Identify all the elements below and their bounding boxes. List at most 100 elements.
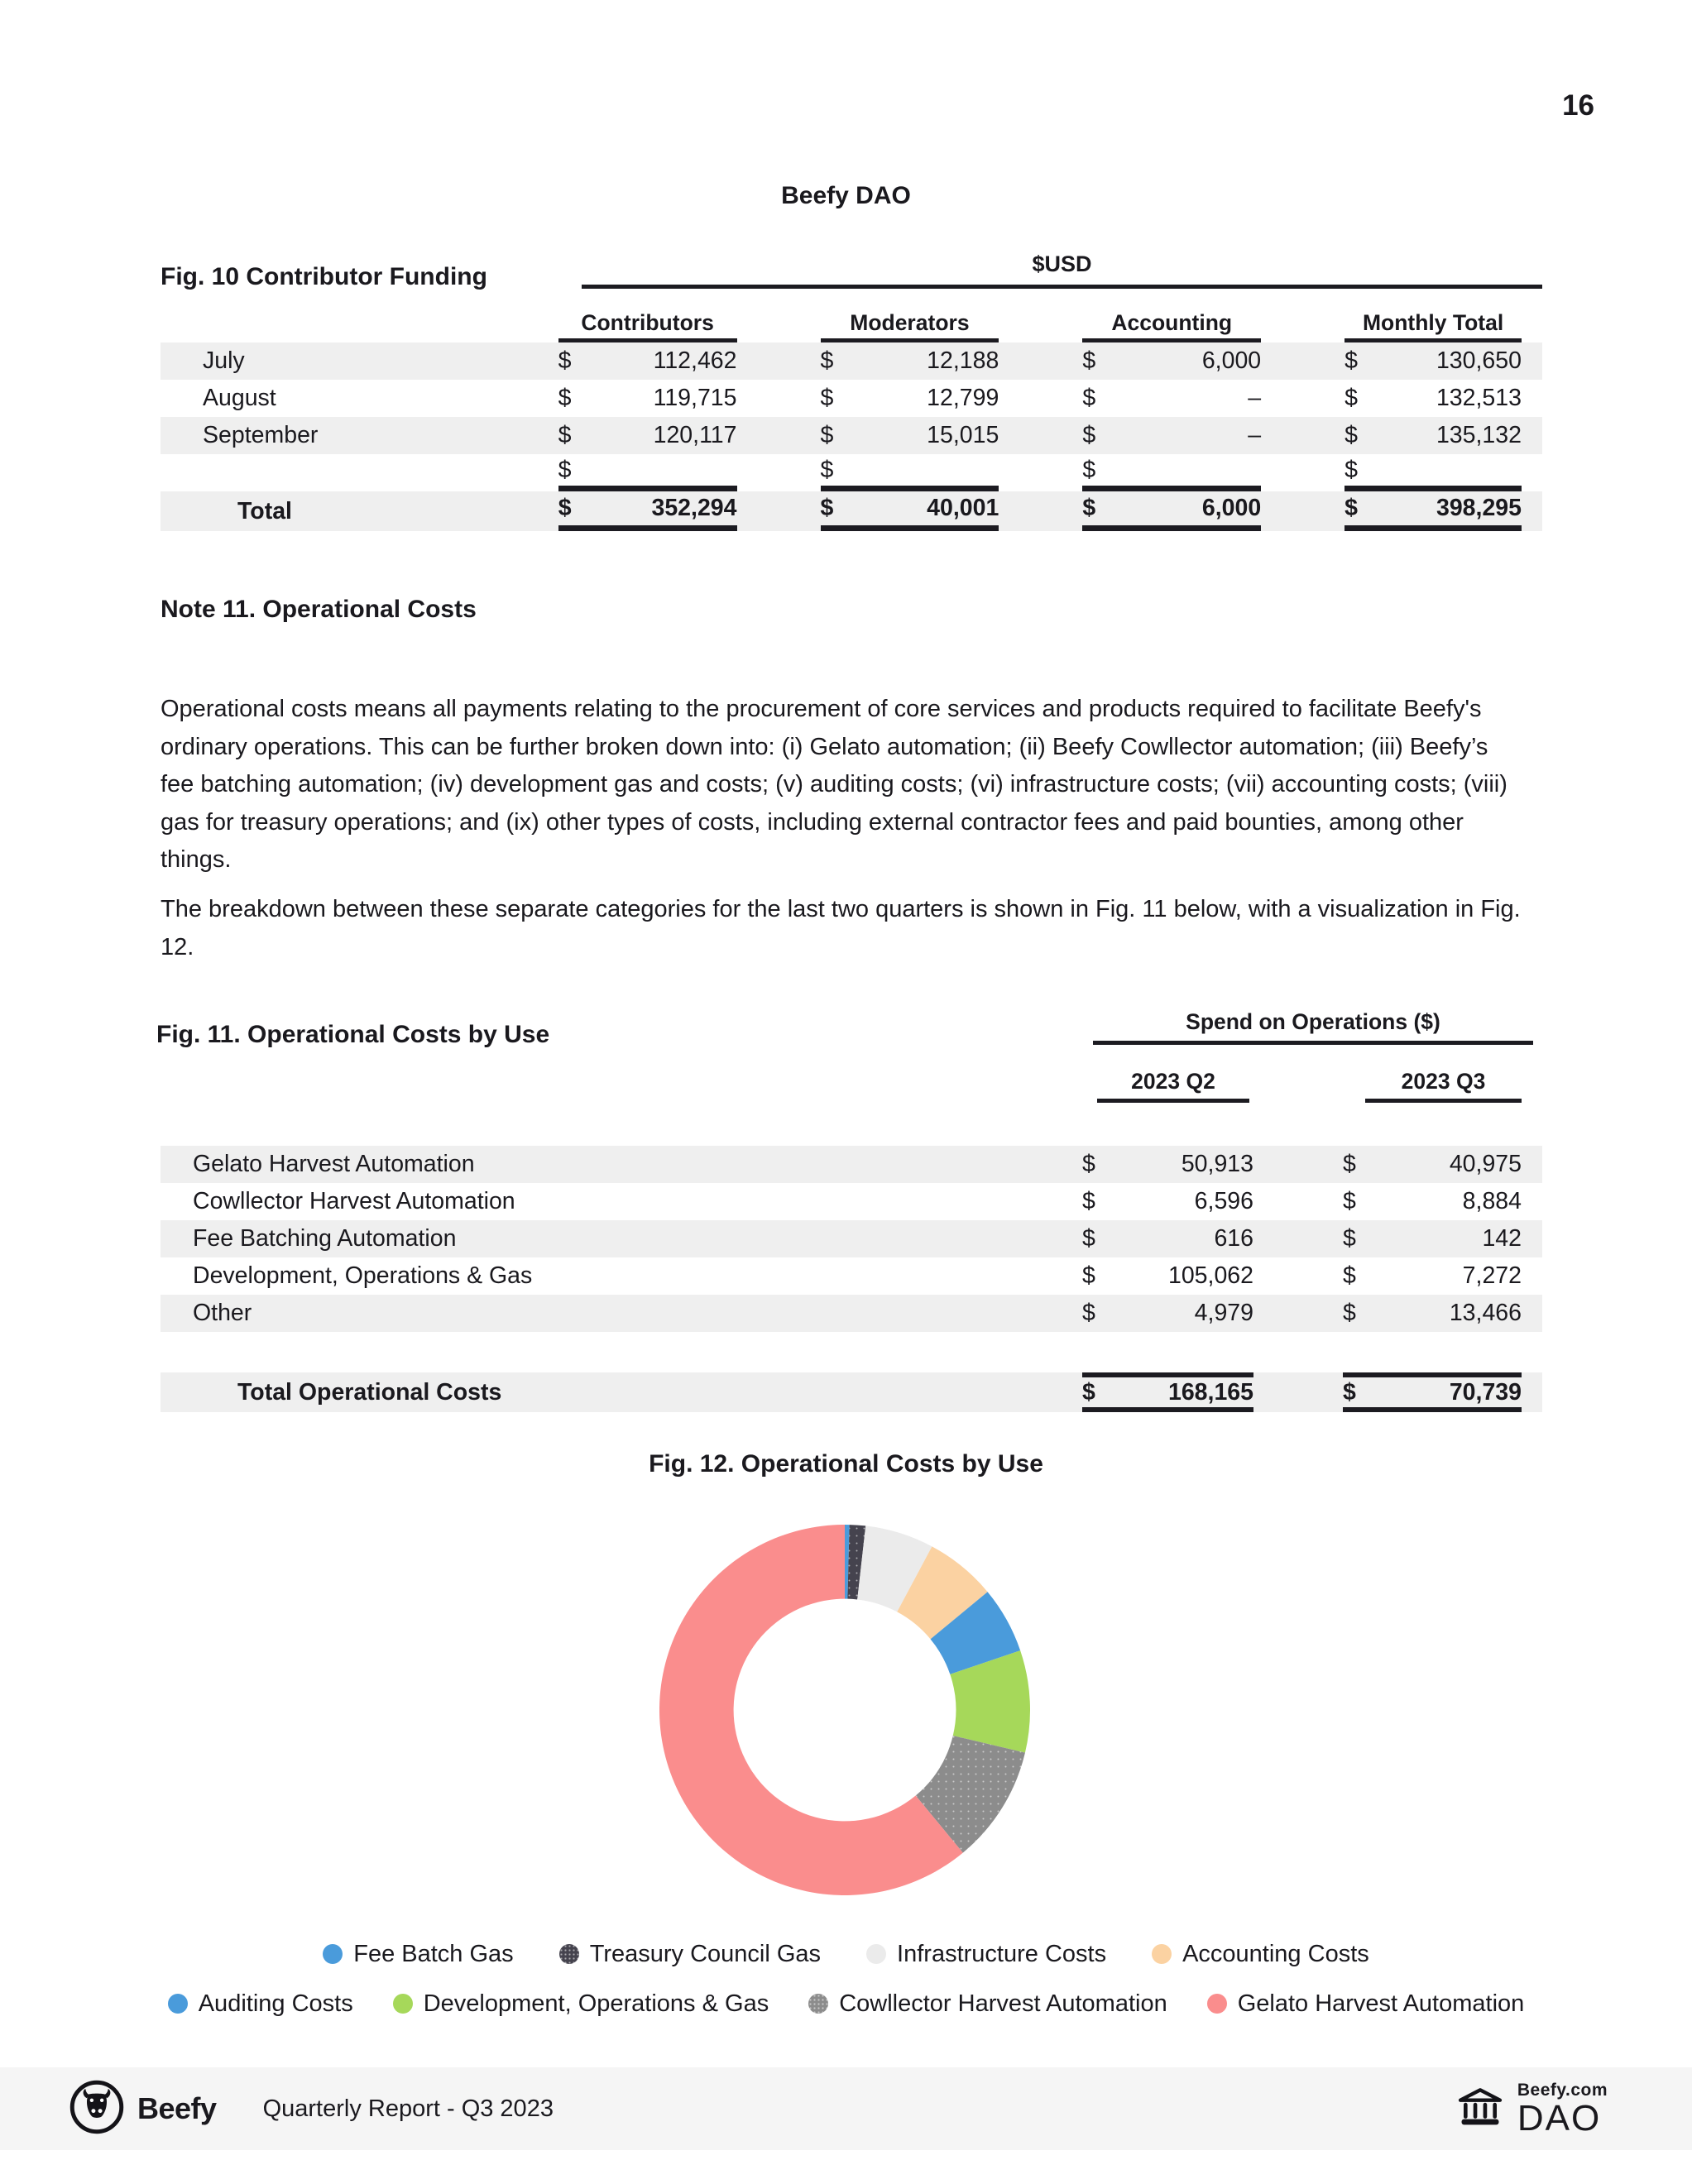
fig11-money-cell: $40,975 (1343, 1146, 1542, 1183)
fig11-money-cell: $6,596 (1082, 1183, 1266, 1220)
fig11-row-label: Fee Batching Automation (193, 1225, 457, 1252)
fig10-money-cell: $6,000 (1082, 342, 1344, 380)
currency-symbol: $ (1082, 385, 1096, 411)
currency-symbol: $ (820, 495, 834, 521)
note11-paragraph-2: The breakdown between these separate cat… (161, 896, 1521, 960)
fig10-unit-rule (582, 285, 1542, 289)
footer-dao-label: DAO (1517, 2097, 1602, 2138)
currency-symbol: $ (1343, 1378, 1356, 1406)
fig10-column-header: Monthly Total (1344, 308, 1522, 342)
money-value: 130,650 (1436, 347, 1522, 374)
legend-item: Fee Batch Gas (323, 1941, 514, 1968)
fig10-money-cell: $ – (1082, 380, 1344, 417)
currency-symbol: $ (1082, 1188, 1095, 1214)
donut-segment-infrastructure-costs (857, 1525, 932, 1612)
currency-symbol: $ (1343, 1262, 1356, 1289)
fig10-money-cell: $ – (1082, 417, 1344, 454)
currency-symbol: $ (558, 495, 572, 521)
money-value: 119,715 (653, 385, 737, 411)
footer-report-title: Quarterly Report - Q3 2023 (262, 2095, 554, 2122)
donut-segment-gelato-harvest-automation (659, 1525, 963, 1895)
fig11-table: Gelato Harvest Automation $50,913 $40,975 C… (161, 1146, 1542, 1412)
currency-symbol: $ (820, 385, 834, 411)
money-value: 6,000 (1201, 495, 1262, 521)
fig11-money-cell: $4,979 (1082, 1295, 1266, 1332)
donut-chart (659, 1525, 1030, 1895)
footer-brand-name: Beefy (137, 2091, 217, 2125)
currency-symbol: $ (1082, 456, 1096, 483)
fig11-row-label: Gelato Harvest Automation (193, 1151, 475, 1177)
currency-symbol: $ (558, 347, 572, 374)
fig10-money-cell: $12,188 (821, 342, 1083, 380)
footer-dao-site: Beefy.com (1517, 2080, 1608, 2100)
footer-dao-text: Beefy.com DAO (1517, 2081, 1608, 2137)
donut-segment-cowllector-harvest-automation (915, 1735, 1025, 1853)
fig10-header-cell: Moderators (820, 308, 1083, 342)
fig10-column-header: Accounting (1082, 308, 1262, 342)
fig11-row-label: Other (193, 1300, 252, 1326)
legend-label: Cowllector Harvest Automation (839, 1990, 1167, 2017)
fig10-money-cell: $132,513 (1344, 380, 1542, 417)
fig11-money-cell: $7,272 (1343, 1257, 1542, 1295)
money-value: 70,739 (1449, 1378, 1522, 1406)
fig10-row-label (161, 454, 558, 491)
fig11-total-label: Total Operational Costs (237, 1378, 502, 1406)
fig10-row-label: Total (237, 497, 292, 524)
fig10-money-cell: $6,000 (1082, 491, 1344, 531)
legend-item: Treasury Council Gas (558, 1940, 822, 1968)
money-value: 132,513 (1436, 385, 1522, 411)
fig10-money-cell: $40,001 (820, 491, 1083, 531)
fig11-q2-rule (1097, 1099, 1249, 1103)
fig10-header-row: Contributors Moderators Accounting Monthly … (161, 308, 1542, 342)
fig11-money-cell: $50,913 (1082, 1146, 1266, 1183)
donut-segment-accounting-costs (897, 1546, 988, 1640)
money-value: 616 (1214, 1225, 1253, 1252)
fig11-gap-row (161, 1332, 1542, 1372)
legend-dot-icon (392, 1994, 413, 2014)
currency-symbol: $ (1082, 1378, 1095, 1406)
fig12-caption: Fig. 12. Operational Costs by Use (649, 1450, 1043, 1478)
currency-symbol: $ (1082, 495, 1096, 521)
legend-item: Accounting Costs (1152, 1941, 1369, 1968)
money-value: 398,295 (1436, 495, 1522, 521)
money-value: 40,975 (1449, 1151, 1522, 1177)
fig10-column-header: Moderators (820, 308, 999, 342)
fig11-money-cell: $13,466 (1343, 1295, 1542, 1332)
chart-legend-row-1: Fee Batch Gas Treasury Council Gas Infrast… (0, 1936, 1692, 1972)
fig10-money-cell: $12,799 (821, 380, 1083, 417)
legend-dot-icon (1206, 1994, 1227, 2014)
fig11-row: Gelato Harvest Automation $50,913 $40,975 (161, 1146, 1542, 1183)
fig11-money-cell: $168,165 (1082, 1372, 1266, 1412)
currency-symbol: $ (1343, 1300, 1356, 1326)
fig11-money-cell: $142 (1343, 1220, 1542, 1257)
fig10-money-cell: $112,462 (558, 342, 821, 380)
money-value: 120,117 (653, 422, 737, 448)
legend-dot-icon (1152, 1944, 1172, 1964)
currency-symbol: $ (820, 347, 834, 374)
legend-dot-icon (808, 1994, 829, 2014)
currency-symbol: $ (1343, 1188, 1356, 1214)
fig11-money-cell: $70,739 (1343, 1372, 1542, 1412)
fig11-money-cell: $616 (1082, 1220, 1266, 1257)
money-value: 8,884 (1462, 1188, 1522, 1214)
fig10-money-cell: $ (820, 454, 1083, 491)
fig10-row: August $119,715 $12,799 $ – $132,513 (161, 380, 1542, 417)
money-value: 12,188 (927, 347, 999, 374)
beefy-cow-logo-icon (68, 2078, 126, 2140)
legend-label: Accounting Costs (1182, 1940, 1369, 1967)
fig10-caption: Fig. 10 Contributor Funding (161, 263, 487, 290)
fig10-unit-header: $USD (1032, 251, 1092, 276)
legend-dot-icon (323, 1944, 343, 1964)
legend-label: Gelato Harvest Automation (1237, 1990, 1525, 2017)
currency-symbol: $ (820, 422, 834, 448)
legend-label: Development, Operations & Gas (423, 1990, 769, 2017)
fig10-header-cell: Monthly Total (1344, 308, 1542, 342)
fig11-row: Other $4,979 $13,466 (161, 1295, 1542, 1332)
legend-item: Gelato Harvest Automation (1206, 1990, 1525, 2018)
fig10-row: July $112,462 $12,188 $6,000 $130,650 (161, 342, 1542, 380)
fig11-total-row: Total Operational Costs $168,165 $70,739 (161, 1372, 1542, 1412)
donut-segment-fee-batch-gas (845, 1525, 850, 1599)
legend-label: Treasury Council Gas (589, 1940, 822, 1967)
footer-brand-cluster: Beefy (68, 2078, 217, 2140)
chart-legend-row-2: Auditing Costs Development, Operations & … (0, 1985, 1692, 2022)
